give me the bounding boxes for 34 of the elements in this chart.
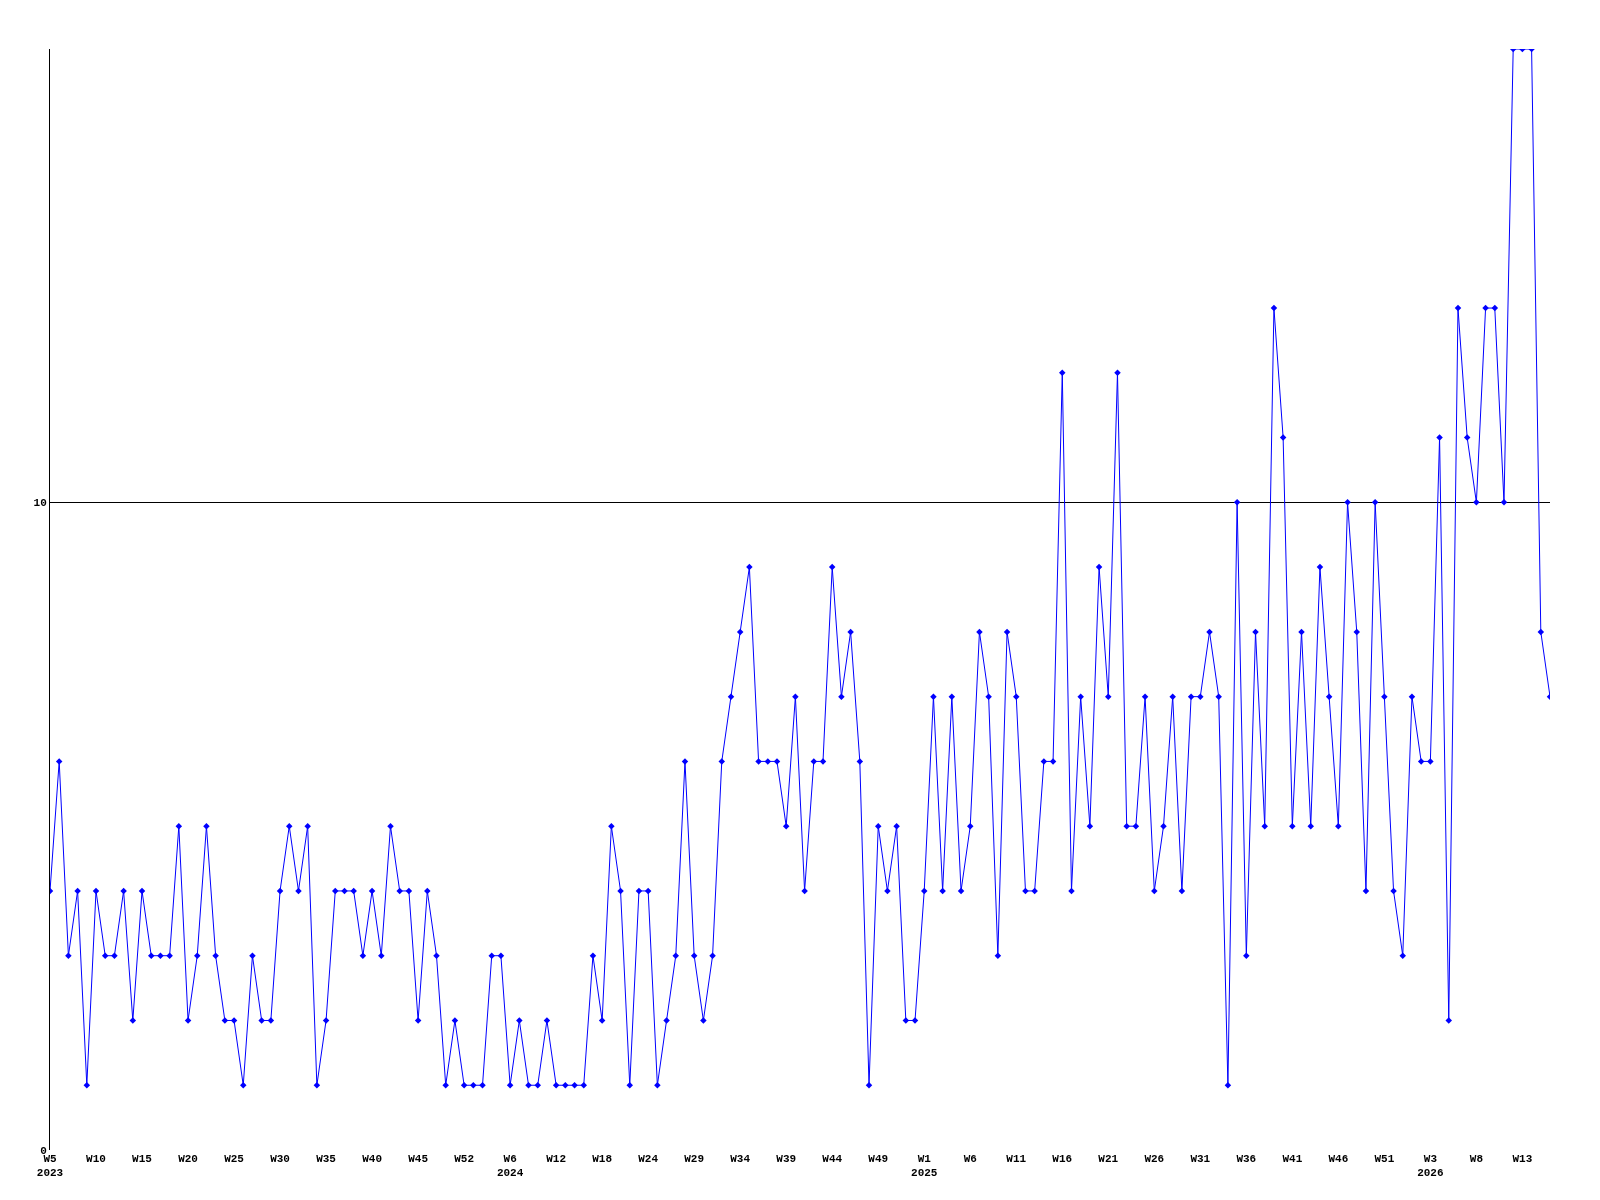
x-tick-label: W8 — [1469, 1153, 1484, 1165]
x-tick-label: W15 — [132, 1153, 153, 1165]
x-tick-label: W35 — [316, 1153, 337, 1165]
x-tick-label: W16 — [1052, 1153, 1073, 1165]
x-tick-label: W30 — [270, 1153, 290, 1165]
x-tick-label: W20 — [178, 1153, 198, 1165]
x-tick-label: W46 — [1328, 1153, 1349, 1165]
x-tick-label: W12 — [546, 1153, 567, 1165]
x-tick-label: W6 — [963, 1153, 977, 1165]
x-tick-label: W41 — [1282, 1153, 1303, 1165]
x-tick-label: W26 — [1144, 1153, 1165, 1165]
x-tick-label: W40 — [362, 1153, 382, 1165]
x-tick-label: W34 — [730, 1153, 751, 1165]
y-tick-label: 10 — [33, 497, 47, 510]
x-tick-label: W21 — [1098, 1153, 1119, 1165]
x-tick-label: W6 2024 — [496, 1153, 524, 1180]
x-tick-label: W36 — [1236, 1153, 1257, 1165]
x-tick-label: W10 — [86, 1153, 106, 1165]
x-tick-label: W3 2026 — [1417, 1153, 1444, 1180]
x-tick-label: W24 — [638, 1153, 659, 1165]
x-tick-label: W18 — [592, 1153, 613, 1165]
x-tick-label: W39 — [776, 1153, 797, 1165]
x-tick-label: W13 — [1512, 1153, 1533, 1165]
x-tick-label: W45 — [408, 1153, 429, 1165]
x-tick-label: W44 — [822, 1153, 843, 1165]
x-tick-label: W11 — [1006, 1153, 1027, 1165]
x-tick-label: W52 — [454, 1153, 475, 1165]
x-tick-label: W31 — [1190, 1153, 1211, 1165]
x-tick-label: W25 — [224, 1153, 245, 1165]
x-tick-label: W49 — [868, 1153, 889, 1165]
x-tick-label: W29 — [684, 1153, 705, 1165]
x-tick-label: W51 — [1374, 1153, 1395, 1165]
x-tick-label: W5 2023 — [36, 1153, 64, 1180]
x-tick-label: W1 2025 — [911, 1153, 938, 1180]
